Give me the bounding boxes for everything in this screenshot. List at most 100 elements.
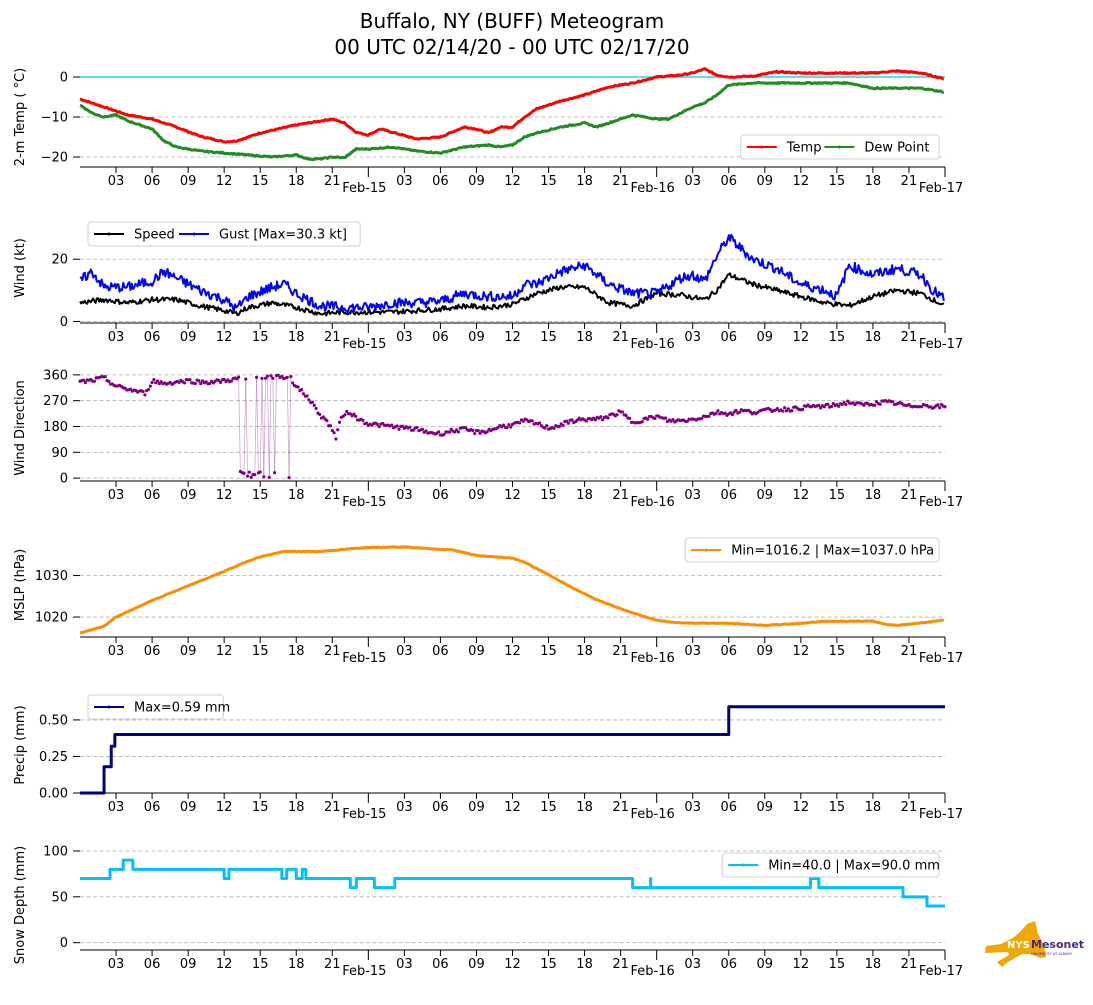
direction-point [822, 405, 826, 409]
x-tick-label: 12 [793, 330, 810, 345]
x-tick-label: 21 [324, 957, 341, 972]
y-tick-label: −10 [41, 111, 68, 126]
x-tick-label: 03 [396, 330, 413, 345]
x-tick-label: 03 [108, 644, 125, 659]
direction-point [530, 419, 534, 423]
direction-wrap-line [268, 375, 272, 478]
direction-point [606, 416, 610, 420]
direction-point [255, 375, 259, 380]
direction-point [375, 422, 379, 426]
x-tick-label: 18 [576, 330, 593, 345]
x-tick-label: 03 [108, 800, 125, 815]
x-tick-label: 21 [612, 174, 629, 189]
direction-point [561, 423, 565, 428]
direction-wrap-line [245, 379, 248, 477]
y-tick-label: 20 [51, 253, 68, 268]
x-tick-label: 06 [144, 174, 161, 189]
direction-point [552, 426, 556, 430]
y-tick-label: −20 [41, 151, 68, 166]
direction-point [345, 409, 349, 414]
x-tick-label: 12 [216, 644, 233, 659]
direction-point [247, 470, 251, 474]
direction-point [442, 432, 446, 437]
direction-point [730, 412, 734, 417]
direction-point [878, 402, 882, 406]
direction-point [557, 424, 561, 429]
direction-point [566, 421, 570, 425]
series-dew-point-line [79, 80, 945, 162]
direction-wrap-line [274, 375, 277, 473]
x-tick-label: 06 [720, 330, 737, 345]
series-gust-line [79, 233, 945, 314]
direction-point [148, 384, 152, 388]
x-tick-label: 15 [829, 644, 846, 659]
x-tick-label: 21 [901, 174, 918, 189]
logo-nys-text: NYS [1007, 940, 1030, 951]
direction-point [936, 403, 940, 407]
x-tick-label: 12 [216, 174, 233, 189]
x-tick-label: 15 [252, 488, 269, 503]
x-tick-label: 15 [540, 330, 557, 345]
x-tick-label: 12 [504, 957, 521, 972]
x-tick-label: 06 [144, 957, 161, 972]
x-tick-label: Feb-16 [631, 964, 675, 979]
direction-point [260, 376, 264, 380]
x-tick-label: 12 [216, 800, 233, 815]
direction-point [437, 430, 441, 434]
x-tick-label: 15 [829, 800, 846, 815]
x-tick-label: 21 [901, 644, 918, 659]
direction-point [330, 428, 334, 433]
direction-point [218, 380, 223, 384]
direction-point [593, 418, 597, 422]
x-tick-label: 15 [540, 488, 557, 503]
x-tick-label: 12 [504, 488, 521, 503]
direction-point [783, 406, 787, 410]
legend-mslp: Min=1016.2 | Max=1037.0 hPa [684, 537, 940, 563]
direction-point [408, 425, 412, 429]
y-tick-label: 0.50 [39, 713, 68, 728]
x-tick-label: 18 [288, 800, 305, 815]
legend-label: Speed [134, 228, 175, 243]
direction-point [837, 404, 841, 408]
legend-label: Gust [Max=30.3 kt] [219, 228, 347, 243]
direction-point [723, 411, 727, 415]
direction-point [336, 428, 340, 432]
direction-point [640, 420, 644, 424]
x-tick-label: 03 [684, 330, 701, 345]
x-tick-label: 12 [216, 330, 233, 345]
x-tick-label: 15 [829, 330, 846, 345]
legend-box [721, 852, 940, 878]
x-tick-label: 09 [468, 644, 485, 659]
x-tick-label: 12 [793, 488, 810, 503]
x-tick-label: 09 [468, 957, 485, 972]
direction-point [265, 374, 270, 378]
direction-point [229, 379, 233, 383]
x-tick-label: 06 [720, 800, 737, 815]
direction-point [700, 416, 704, 421]
x-tick-label: Feb-15 [342, 807, 386, 822]
x-tick-label: Feb-15 [342, 337, 386, 352]
x-tick-label: 09 [180, 800, 197, 815]
direction-wrap-line [261, 378, 265, 477]
direction-point [545, 424, 549, 428]
direction-point [267, 475, 271, 480]
direction-point [464, 426, 468, 430]
direction-point [92, 379, 97, 383]
x-tick-label: 21 [324, 488, 341, 503]
legend-wind: Speed Gust [Max=30.3 kt] [87, 221, 361, 247]
x-tick-label: 18 [576, 174, 593, 189]
direction-point [784, 409, 789, 413]
direction-point [473, 431, 477, 436]
direction-point [236, 375, 241, 379]
direction-point [310, 400, 315, 404]
direction-wrap-line [267, 376, 270, 478]
direction-point [844, 402, 848, 407]
legend-precip: Max=0.59 mm [87, 694, 230, 720]
x-tick-label: 06 [720, 174, 737, 189]
x-tick-label: 12 [216, 488, 233, 503]
x-tick-label: 18 [865, 644, 882, 659]
x-tick-label: 21 [324, 800, 341, 815]
